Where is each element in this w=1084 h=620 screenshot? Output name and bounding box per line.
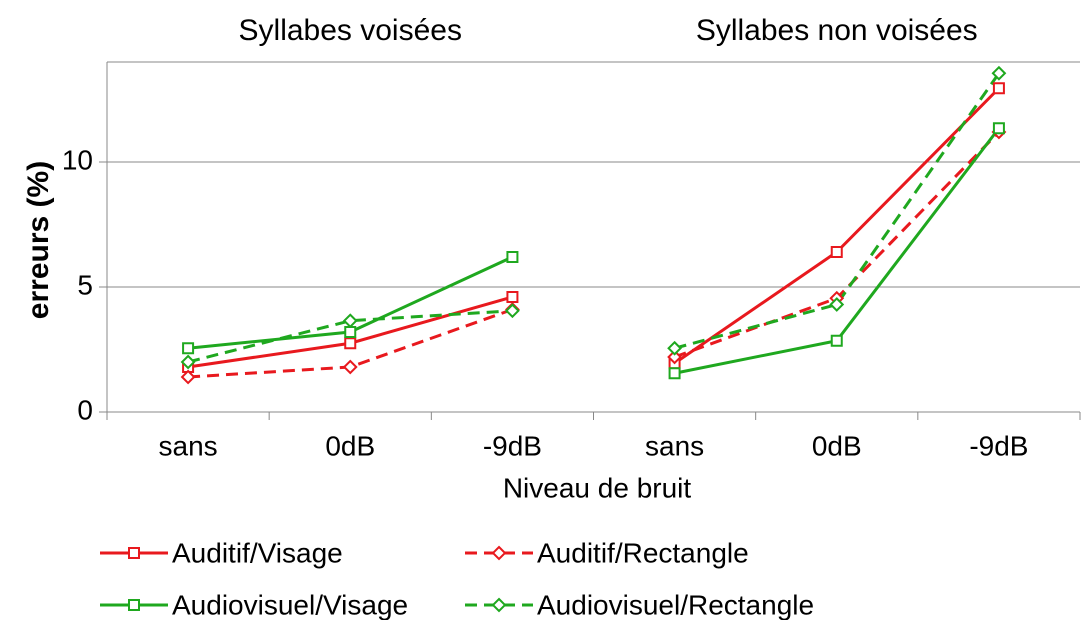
marker-square — [992, 82, 1005, 95]
marker-diamond — [667, 340, 682, 356]
marker-diamond — [180, 369, 196, 385]
x-tick-label: sans — [159, 430, 218, 461]
y-tick-label: 10 — [62, 144, 93, 175]
series-line — [674, 130, 1000, 359]
x-tick-label: -9dB — [483, 430, 542, 461]
x-tick-label: 0dB — [812, 430, 862, 461]
marker-square — [506, 291, 519, 303]
marker-diamond — [991, 65, 1007, 81]
x-tick-label: 0dB — [325, 430, 375, 461]
marker-diamond — [180, 354, 196, 370]
marker-diamond — [491, 597, 507, 613]
y-tick-label: 0 — [77, 394, 93, 425]
x-tick-label: -9dB — [969, 430, 1028, 461]
legend-label: Auditif/Rectangle — [537, 537, 749, 568]
marker-square — [344, 337, 357, 350]
marker-square — [830, 246, 843, 258]
series-line — [187, 309, 513, 364]
marker-square — [128, 547, 140, 559]
panel-title: Syllabes non voisées — [696, 14, 978, 47]
series-line — [673, 87, 1000, 365]
marker-diamond — [342, 359, 358, 375]
x-axis-label: Niveau de bruit — [503, 472, 692, 503]
marker-square — [830, 334, 843, 347]
marker-square — [182, 342, 195, 355]
marker-square — [992, 122, 1005, 135]
legend-label: Auditif/Visage — [172, 537, 343, 568]
marker-square — [344, 326, 357, 338]
marker-square — [668, 367, 681, 380]
legend-label: Audiovisuel/Visage — [172, 589, 408, 620]
marker-diamond — [667, 349, 682, 365]
y-axis-label: erreurs (%) — [22, 161, 55, 319]
marker-diamond — [829, 297, 845, 312]
marker-diamond — [342, 313, 358, 329]
panel-title: Syllabes voisées — [239, 14, 462, 47]
marker-diamond — [505, 303, 520, 319]
x-tick-label: sans — [645, 430, 704, 461]
marker-diamond — [491, 545, 507, 561]
legend-label: Audiovisuel/Rectangle — [537, 589, 814, 620]
y-tick-label: 5 — [77, 269, 93, 300]
marker-square — [506, 251, 519, 263]
marker-square — [128, 599, 140, 611]
